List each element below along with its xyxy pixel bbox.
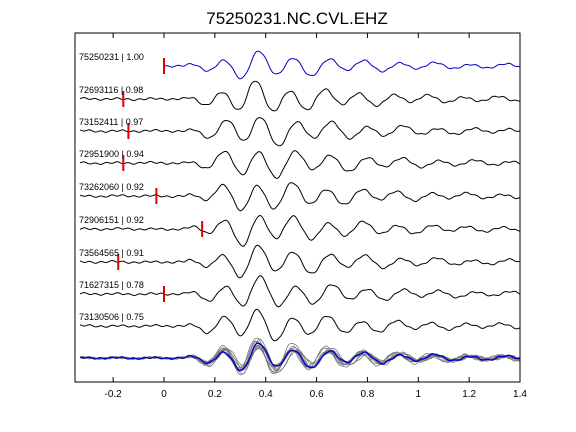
- trace-label: 72693116 | 0.98: [79, 85, 143, 95]
- trace-label: 72906151 | 0.92: [79, 215, 144, 225]
- pick-markers: [117, 58, 204, 302]
- trace-labels: 75250231 | 1.00 72693116 | 0.98 73152411 |…: [79, 52, 144, 322]
- trace-label: 73564565 | 0.91: [79, 248, 144, 258]
- x-tick-label: 0.2: [208, 389, 222, 400]
- trace-label: 72951900 | 0.94: [79, 149, 144, 159]
- waveform-traces: [79, 50, 520, 342]
- x-tick-label: 0.6: [310, 389, 324, 400]
- trace-line: [79, 244, 520, 279]
- stack-reference-line: [79, 342, 520, 372]
- x-tick-label: 0: [161, 389, 167, 400]
- trace-label: 71627315 | 0.78: [79, 280, 144, 290]
- trace-line: [79, 182, 520, 212]
- trace-line: [163, 50, 520, 80]
- x-axis: -0.2 0 0.2 0.4 0.6 0.8 1 1.2 1.4: [105, 33, 527, 400]
- trace-line: [79, 150, 520, 179]
- trace-label: 73130506 | 0.75: [79, 312, 144, 322]
- x-tick-label: 1.4: [513, 389, 527, 400]
- trace-label: 75250231 | 1.00: [79, 52, 144, 62]
- trace-line: [79, 80, 520, 112]
- trace-line: [79, 214, 520, 247]
- x-tick-label: 1.2: [462, 389, 476, 400]
- x-tick-label: 1: [416, 389, 422, 400]
- trace-label: 73262060 | 0.92: [79, 182, 144, 192]
- x-tick-label: 0.8: [360, 389, 374, 400]
- trace-line: [79, 308, 520, 342]
- trace-line: [79, 117, 520, 147]
- trace-label: 73152411 | 0.97: [79, 117, 143, 127]
- x-tick-label: -0.2: [105, 389, 123, 400]
- stacked-waveforms: [79, 337, 520, 376]
- trace-line: [79, 275, 520, 308]
- chart-title: 75250231.NC.CVL.EHZ: [206, 9, 387, 28]
- plot-frame: [74, 32, 521, 383]
- x-tick-label: 0.4: [259, 389, 273, 400]
